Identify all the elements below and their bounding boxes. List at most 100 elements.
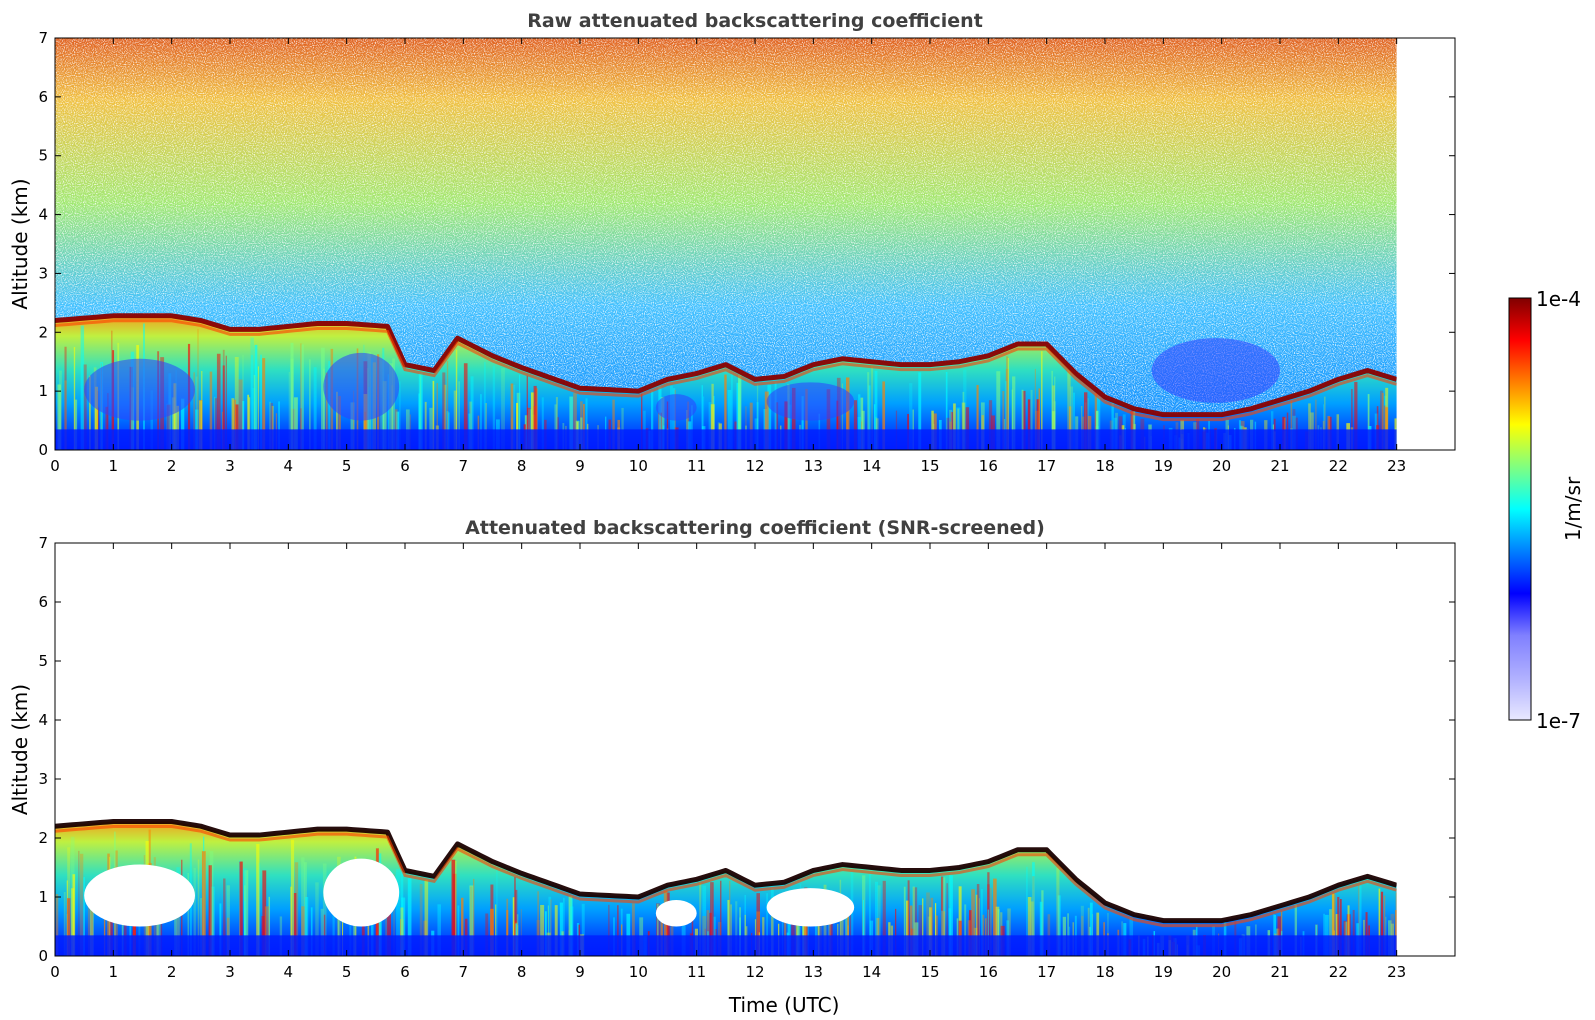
- signal-streak: [681, 905, 686, 956]
- signal-streak: [946, 883, 948, 956]
- near-ground-band: [55, 935, 1397, 956]
- signal-streak: [455, 860, 457, 956]
- signal-streak: [418, 372, 423, 450]
- signal-streak: [1038, 388, 1041, 450]
- x-tick-label: 0: [50, 963, 60, 981]
- signal-streak: [1385, 387, 1389, 450]
- signal-streak: [515, 889, 518, 956]
- signal-streak: [948, 908, 952, 956]
- signal-streak: [234, 357, 239, 450]
- signal-streak: [1084, 392, 1088, 450]
- signal-streak: [710, 404, 715, 450]
- signal-streak: [1333, 894, 1336, 956]
- signal-streak: [1365, 912, 1368, 956]
- signal-streak: [846, 377, 850, 450]
- signal-streak: [225, 355, 227, 450]
- signal-streak: [446, 360, 449, 450]
- signal-streak: [544, 911, 547, 956]
- signal-streak: [271, 405, 274, 450]
- signal-streak: [325, 372, 328, 450]
- x-tick-label: 17: [1037, 457, 1056, 475]
- x-tick-label: 18: [1095, 963, 1114, 981]
- signal-streak: [774, 382, 777, 450]
- signal-streak: [87, 886, 91, 956]
- signal-streak: [485, 913, 489, 956]
- signal-streak: [1096, 912, 1100, 956]
- signal-streak: [963, 369, 967, 450]
- signal-streak: [1032, 876, 1035, 956]
- signal-streak: [332, 914, 335, 956]
- signal-streak: [173, 383, 177, 450]
- x-tick-label: 14: [862, 963, 881, 981]
- signal-streak: [294, 862, 299, 956]
- signal-streak: [1026, 866, 1028, 956]
- colorbar: 1e-4 1e-7 1/m/sr: [1508, 287, 1585, 733]
- signal-streak: [382, 381, 387, 450]
- signal-streak: [353, 390, 355, 450]
- signal-streak: [55, 894, 59, 956]
- signal-streak: [1395, 892, 1397, 956]
- signal-streak: [906, 900, 909, 956]
- signal-streak: [453, 390, 458, 450]
- signal-streak: [1067, 913, 1069, 956]
- signal-streak: [1290, 400, 1293, 450]
- signal-streak: [612, 399, 615, 450]
- signal-streak: [1087, 907, 1090, 956]
- signal-streak: [268, 896, 271, 956]
- panel-title: Attenuated backscattering coefficient (S…: [465, 517, 1045, 539]
- y-axis-label: Altitude (km): [8, 178, 32, 309]
- signal-streak: [424, 879, 429, 956]
- signal-streak: [818, 912, 822, 956]
- signal-streak: [300, 343, 302, 450]
- signal-streak: [1073, 392, 1075, 450]
- signal-streak: [485, 402, 487, 450]
- colorbar-unit-label: 1/m/sr: [1561, 476, 1585, 541]
- layer-top-glow: [55, 824, 1397, 928]
- low-signal-gap: [84, 864, 195, 927]
- x-tick-label: 16: [979, 963, 998, 981]
- signal-streak: [241, 400, 245, 450]
- signal-streak: [305, 897, 309, 956]
- signal-streak: [90, 890, 94, 956]
- signal-streak: [918, 905, 923, 956]
- signal-streak: [1067, 369, 1071, 450]
- signal-streak: [512, 897, 515, 956]
- signal-streak: [1022, 390, 1026, 450]
- signal-streak: [197, 859, 200, 956]
- signal-streak: [210, 886, 215, 956]
- signal-streak: [541, 397, 544, 450]
- signal-streak: [547, 905, 549, 956]
- signal-streak: [1004, 381, 1007, 450]
- signal-streak: [63, 891, 66, 956]
- signal-streak: [1323, 404, 1325, 450]
- signal-streak: [775, 402, 779, 450]
- x-tick-label: 9: [575, 457, 585, 475]
- signal-streak: [424, 401, 427, 450]
- signal-streak: [290, 342, 294, 450]
- x-tick-label: 18: [1095, 457, 1114, 475]
- signal-streak: [968, 910, 972, 956]
- signal-streak: [1027, 399, 1031, 450]
- signal-streak: [520, 909, 522, 956]
- signal-streak: [756, 893, 760, 956]
- y-tick-label: 1: [38, 888, 48, 906]
- signal-streak: [670, 914, 674, 956]
- signal-streak: [94, 386, 98, 450]
- signal-streak: [533, 385, 537, 450]
- signal-streak: [617, 905, 619, 956]
- raw-backscatter-panel: Raw attenuated backscattering coefficien…: [8, 10, 1456, 475]
- signal-streak: [181, 398, 185, 450]
- signal-streak: [1002, 391, 1005, 450]
- signal-streak: [745, 406, 747, 450]
- signal-streak: [729, 880, 731, 956]
- signal-streak: [407, 878, 412, 956]
- signal-streak: [527, 407, 531, 450]
- signal-streak: [436, 383, 438, 450]
- signal-streak: [585, 398, 588, 450]
- x-tick-label: 19: [1154, 457, 1173, 475]
- signal-streak: [247, 394, 250, 450]
- signal-streak: [1339, 898, 1342, 956]
- signal-streak: [608, 904, 610, 956]
- x-tick-label: 1: [109, 457, 119, 475]
- signal-streak: [877, 885, 881, 956]
